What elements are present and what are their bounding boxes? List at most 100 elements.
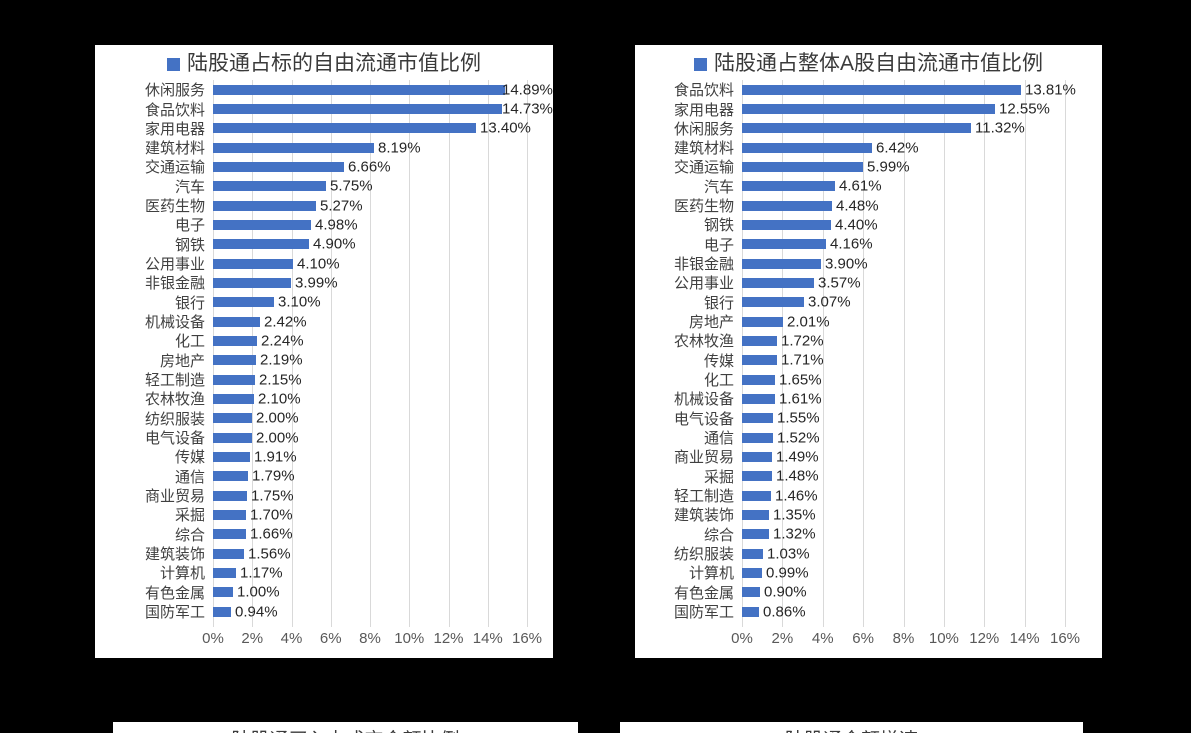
category-label: 房地产 bbox=[688, 314, 734, 332]
category-label: 国防军工 bbox=[673, 604, 734, 622]
value-label: 1.52% bbox=[777, 429, 820, 447]
axis-tick-label: 14% bbox=[1009, 630, 1040, 647]
bar-track: 4.98% bbox=[213, 215, 553, 234]
axis-tick-label: 4% bbox=[811, 630, 834, 647]
bar-track: 2.10% bbox=[213, 389, 553, 408]
bar bbox=[742, 432, 773, 443]
bar-track: 2.19% bbox=[213, 351, 553, 370]
category-label: 有色金属 bbox=[144, 584, 205, 602]
category-label: 电子 bbox=[703, 236, 734, 254]
bar bbox=[742, 393, 775, 404]
category-label: 交通运输 bbox=[673, 159, 734, 177]
chart-target-freefloat-ratio: 陆股通占标的自由流通市值比例 休闲服务 14.89% 食品饮料 14.73% 家用电器 1… bbox=[95, 45, 553, 658]
x-axis: 0% 2% 4% 6% 8% 10% 12% 14% 16% bbox=[635, 621, 1102, 653]
bar-row: 电子 4.98% bbox=[95, 215, 553, 234]
bar-row: 汽车 4.61% bbox=[635, 177, 1102, 196]
bar bbox=[742, 490, 772, 501]
bar-track: 2.15% bbox=[213, 370, 553, 389]
bar bbox=[742, 451, 773, 462]
gridline bbox=[863, 80, 865, 627]
bar bbox=[213, 142, 374, 153]
bar-row: 公用事业 4.10% bbox=[95, 254, 553, 273]
value-label: 1.03% bbox=[767, 545, 810, 563]
bar-track: 3.07% bbox=[742, 293, 1102, 312]
category-label: 传媒 bbox=[174, 449, 205, 467]
bar-row: 化工 1.65% bbox=[635, 370, 1102, 389]
bar-track: 1.56% bbox=[213, 544, 553, 563]
bar-row: 通信 1.79% bbox=[95, 467, 553, 486]
category-label: 计算机 bbox=[159, 565, 205, 583]
bar bbox=[742, 219, 831, 230]
bar bbox=[742, 413, 774, 424]
bar bbox=[742, 529, 769, 540]
bar-track: 0.90% bbox=[742, 583, 1102, 602]
bar-row: 有色金属 1.00% bbox=[95, 583, 553, 602]
category-label: 综合 bbox=[174, 526, 205, 544]
value-label: 1.91% bbox=[254, 448, 297, 466]
bar-row: 纺织服装 1.03% bbox=[635, 544, 1102, 563]
bar-row: 化工 2.24% bbox=[95, 331, 553, 350]
gridline bbox=[943, 80, 945, 627]
gridline bbox=[213, 80, 214, 627]
bar-track: 4.10% bbox=[213, 254, 553, 273]
axis-tick-label: 4% bbox=[280, 630, 303, 647]
bar bbox=[213, 529, 246, 540]
bar-row: 医药生物 4.48% bbox=[635, 196, 1102, 215]
bar-track: 13.40% bbox=[213, 119, 553, 138]
category-label: 医药生物 bbox=[673, 198, 734, 216]
bar-track: 1.17% bbox=[213, 563, 553, 582]
value-label: 2.42% bbox=[264, 313, 307, 331]
category-label: 有色金属 bbox=[673, 584, 734, 602]
value-label: 2.19% bbox=[260, 351, 303, 369]
bar-track: 4.90% bbox=[213, 235, 553, 254]
bar-track: 1.79% bbox=[213, 467, 553, 486]
category-label: 银行 bbox=[703, 294, 734, 312]
bar bbox=[213, 471, 249, 482]
axis-tick-label: 0% bbox=[202, 630, 224, 647]
bar-row: 建筑装饰 1.35% bbox=[635, 505, 1102, 524]
value-label: 1.61% bbox=[779, 390, 822, 408]
category-label: 汽车 bbox=[703, 178, 734, 196]
category-label: 电气设备 bbox=[144, 430, 205, 448]
value-label: 6.66% bbox=[348, 158, 391, 176]
category-label: 钢铁 bbox=[703, 217, 734, 235]
gridline bbox=[527, 80, 528, 627]
bar bbox=[742, 355, 777, 366]
bar bbox=[213, 413, 253, 424]
value-label: 0.86% bbox=[763, 603, 806, 621]
axis-tick-label: 8% bbox=[359, 630, 381, 647]
bar bbox=[742, 84, 1021, 95]
gridline bbox=[291, 80, 293, 627]
bar-track: 0.99% bbox=[742, 563, 1102, 582]
bar-row: 非银金融 3.99% bbox=[95, 273, 553, 292]
bar bbox=[742, 161, 863, 172]
bar-row: 建筑装饰 1.56% bbox=[95, 544, 553, 563]
category-label: 通信 bbox=[174, 468, 205, 486]
bar bbox=[213, 451, 251, 462]
value-label: 14.89% bbox=[502, 81, 553, 99]
bar-track: 4.16% bbox=[742, 235, 1102, 254]
value-label: 4.90% bbox=[313, 235, 356, 253]
category-label: 建筑装饰 bbox=[144, 546, 205, 564]
value-label: 1.00% bbox=[237, 583, 280, 601]
bar-track: 3.10% bbox=[213, 293, 553, 312]
bar-row: 轻工制造 2.15% bbox=[95, 370, 553, 389]
chart-title-text: 陆股通占标的自由流通市值比例 bbox=[187, 52, 481, 75]
category-label: 公用事业 bbox=[144, 256, 205, 274]
legend-swatch-icon bbox=[167, 57, 180, 71]
value-label: 1.55% bbox=[777, 409, 820, 427]
category-label: 非银金融 bbox=[673, 256, 734, 274]
bar-track: 3.99% bbox=[213, 273, 553, 292]
axis-tick-label: 0% bbox=[731, 630, 753, 647]
category-label: 通信 bbox=[703, 430, 734, 448]
value-label: 1.79% bbox=[252, 467, 295, 485]
bar-track: 4.48% bbox=[742, 196, 1102, 215]
category-label: 钢铁 bbox=[174, 236, 205, 254]
bar-track: 1.32% bbox=[742, 525, 1102, 544]
bar-row: 钢铁 4.90% bbox=[95, 235, 553, 254]
bar bbox=[742, 181, 836, 192]
bar-row: 家用电器 13.40% bbox=[95, 119, 553, 138]
axis-tick-label: 2% bbox=[241, 630, 264, 647]
bar bbox=[742, 548, 763, 559]
gridline bbox=[1065, 80, 1066, 627]
